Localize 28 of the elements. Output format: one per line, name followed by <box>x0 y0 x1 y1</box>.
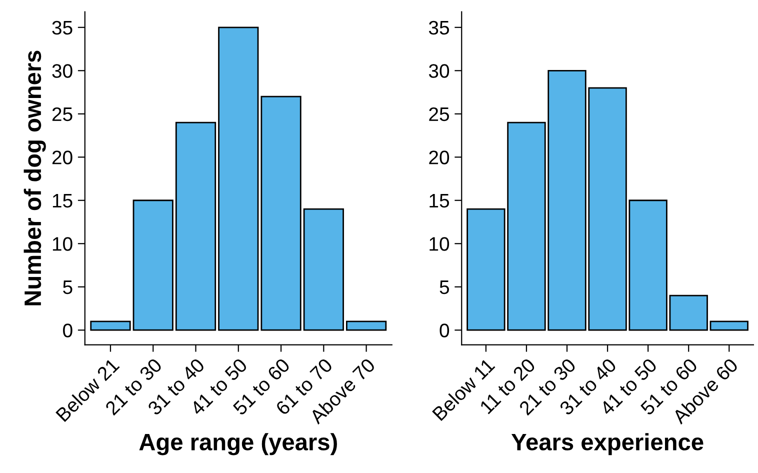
bar <box>90 320 131 331</box>
y-tick-label: 35 <box>428 20 450 35</box>
y-tick-label: 15 <box>52 194 72 208</box>
y-tick-label: 15 <box>430 194 450 208</box>
y-tick-label: 10 <box>52 237 72 251</box>
bar <box>710 320 748 331</box>
y-tick-label: 5 <box>440 280 449 294</box>
y-tick-label: 25 <box>429 107 450 122</box>
y-tick-label: 20 <box>52 150 72 164</box>
bar <box>132 200 174 331</box>
y-tick-label: 20 <box>429 150 450 164</box>
y-tick-label: 5 <box>63 280 72 294</box>
y-tick-label: 30 <box>428 64 450 78</box>
bar <box>346 320 387 331</box>
y-tick-label: 25 <box>52 107 72 122</box>
y-axis-title: Number of dog owners <box>24 50 46 306</box>
bar <box>175 122 216 331</box>
y-tick-label: 0 <box>440 324 450 338</box>
bar <box>260 96 302 331</box>
bar <box>218 26 259 331</box>
x-axis-title: Years experience <box>511 433 704 456</box>
y-tick-label: 10 <box>430 237 450 251</box>
bar <box>303 208 344 331</box>
y-tick-label: 0 <box>63 324 72 338</box>
x-axis-title: Age range (years) <box>139 433 337 456</box>
y-tick-label: 35 <box>52 20 72 35</box>
bar <box>669 294 708 331</box>
y-tick-label: 30 <box>52 64 72 78</box>
